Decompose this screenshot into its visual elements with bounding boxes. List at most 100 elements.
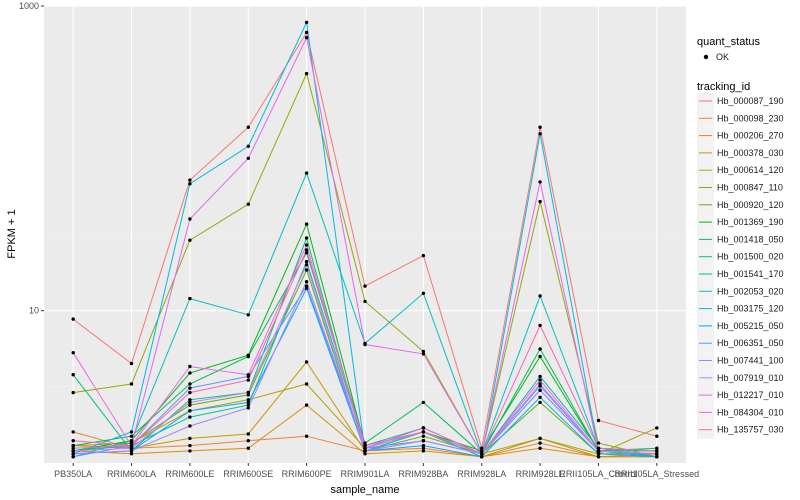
point-Hb_000614_120-RRIM600SE <box>246 398 250 402</box>
legend-label-Hb_001541_170: Hb_001541_170 <box>717 269 784 279</box>
legend-label-Hb_135757_030: Hb_135757_030 <box>717 425 784 435</box>
point-Hb_000206_270-RRIM901LA <box>363 452 367 456</box>
point-Hb_007441_100-RRIM600LA <box>129 449 134 453</box>
point-Hb_000614_120-RRIM600PE <box>304 382 309 386</box>
point-Hb_000206_270-RRIM928BA <box>421 449 426 453</box>
point-Hb_000847_110-RRIM600SE <box>246 202 250 206</box>
point-Hb_002053_020-RRIM928LE <box>538 294 542 298</box>
legend-label-Hb_006351_050: Hb_006351_050 <box>717 338 784 348</box>
point-Hb_000847_110-RRIM928LE <box>538 199 542 204</box>
x-tick-label-2: RRIM600LE <box>165 469 214 479</box>
point-Hb_005215_050-RRIM928LE <box>538 395 542 399</box>
point-Hb_007441_100-RRIM928LE <box>538 388 542 392</box>
shape-legend-title: quant_status <box>697 36 760 48</box>
point-Hb_006351_050-RRIM600PE <box>304 284 309 288</box>
point-Hb_135757_030-RRIM901LA <box>363 443 367 448</box>
point-Hb_000087_190-RRIM600SE <box>246 125 250 129</box>
point-Hb_001541_170-RRIM928LE <box>538 374 542 379</box>
point-Hb_000098_230-RRIM928BA <box>421 446 426 450</box>
point-Hb_012217_010-RRIM901LA <box>363 342 367 347</box>
point-Hb_000206_270-RRIM600PE <box>304 403 309 407</box>
point-Hb_001541_170-RRIM600LE <box>188 415 192 419</box>
legend-label-Hb_007919_010: Hb_007919_010 <box>717 373 784 383</box>
point-Hb_000206_270-RRIM600LA <box>129 452 134 456</box>
point-Hb_001418_050-RRIM600SE <box>246 354 250 359</box>
point-Hb_000920_120-RRIM928LE <box>538 400 542 405</box>
point-Hb_000098_230-RRIM600LE <box>188 443 192 448</box>
point-Hb_000847_110-PB350LA <box>71 390 75 395</box>
point-Hb_084304_010-RRIM928LE <box>538 378 542 382</box>
point-Hb_006351_050-PB350LA <box>71 455 75 459</box>
point-Hb_001418_050-RRIM928BA <box>421 400 426 405</box>
point-Hb_084304_010-RRIM600PE <box>304 243 309 247</box>
point-Hb_000847_110-RRIM600LE <box>188 238 192 242</box>
x-tick-label-4: RRIM600PE <box>282 469 332 479</box>
point-Hb_007919_010-RRIM928LE <box>538 382 542 386</box>
legend-label-Hb_000378_030: Hb_000378_030 <box>717 148 784 158</box>
legend: quant_status OK tracking_id Hb_000087_19… <box>697 36 784 439</box>
legend-label-Hb_001418_050: Hb_001418_050 <box>717 234 784 244</box>
point-Hb_001369_190-RRIM600LE <box>188 371 192 375</box>
point-Hb_007441_100-RRIM600SE <box>246 406 250 410</box>
point-Hb_135757_030-RRIM928LA <box>480 452 484 456</box>
point-Hb_005215_050-RRIM928BA <box>421 443 426 448</box>
point-Hb_000206_270-RRIM600LE <box>188 449 192 453</box>
point-Hb_084304_010-RRIM901LA <box>363 446 367 450</box>
point-Hb_000614_120-RRIM928LE <box>538 436 542 441</box>
x-tick-label-5: RRIM901LA <box>340 469 389 479</box>
point-Hb_002053_020-RRIM600LA <box>129 439 134 443</box>
point-Hb_000087_190-RRIM928BA <box>421 253 426 258</box>
legend-label-Hb_005215_050: Hb_005215_050 <box>717 321 784 331</box>
point-Hb_002053_020-RRIM600PE <box>304 171 309 175</box>
point-Hb_001418_050-RRIM600PE <box>304 251 309 255</box>
legend-label-Hb_000206_270: Hb_000206_270 <box>717 131 784 141</box>
y-axis: 10 1000 <box>19 1 44 316</box>
point-Hb_002053_020-RRIM600SE <box>246 313 250 317</box>
point-Hb_007919_010-RRIM928BA <box>421 439 426 443</box>
point-Hb_001500_020-PB350LA <box>71 373 75 377</box>
shape-legend-label-ok: OK <box>716 52 729 62</box>
point-Hb_005215_050-RRIM928LA <box>480 455 484 459</box>
point-Hb_000378_030-RRIM600LE <box>188 436 192 441</box>
x-tick-label-10: RRII105LA_Stressed <box>615 469 700 479</box>
x-tick-label-1: RRIM600LA <box>107 469 156 479</box>
point-Hb_084304_010-RRII105LA_Control <box>596 449 601 453</box>
point-Hb_000847_110-RRII105LA_Control <box>596 441 601 445</box>
point-Hb_001500_020-RRIM600LE <box>188 398 192 402</box>
point-Hb_135757_030-RRIM600PE <box>304 248 309 252</box>
legend-label-Hb_007441_100: Hb_007441_100 <box>717 356 784 366</box>
point-Hb_005215_050-RRIM600LE <box>188 409 192 413</box>
point-Hb_002053_020-RRIM928BA <box>421 291 426 295</box>
point-Hb_003175_120-RRIM600LA <box>129 430 134 434</box>
x-tick-label-8: RRIM928LE <box>516 469 565 479</box>
legend-label-Hb_002053_020: Hb_002053_020 <box>717 286 784 296</box>
point-Hb_007441_100-PB350LA <box>71 452 75 456</box>
point-Hb_003175_120-RRIM600PE <box>304 20 309 25</box>
legend-label-Hb_003175_120: Hb_003175_120 <box>717 304 784 314</box>
point-Hb_135757_030-RRII105LA_Control <box>596 446 601 450</box>
point-Hb_135757_030-RRIM928BA <box>421 430 426 434</box>
point-Hb_007919_010-RRIM600SE <box>246 390 250 395</box>
point-Hb_000206_270-RRIM928LE <box>538 446 542 450</box>
point-Hb_007441_100-RRIM600LE <box>188 424 192 428</box>
point-Hb_135757_030-PB350LA <box>71 439 75 443</box>
point-Hb_001369_190-RRIM928LE <box>538 354 542 359</box>
x-tick-label-6: RRIM928BA <box>398 469 448 479</box>
point-Hb_001418_050-RRIM928LE <box>538 347 542 351</box>
point-Hb_000920_120-RRIM600LE <box>188 403 192 407</box>
point-Hb_006351_050-RRIM600LE <box>188 386 192 390</box>
point-Hb_012217_010-RRIM600LE <box>188 217 192 221</box>
point-Hb_000087_190-RRII105LA_Control <box>596 418 601 423</box>
point-Hb_001418_050-RRII105LA_Stressed <box>655 446 659 450</box>
point-Hb_135757_030-RRIM600LA <box>129 443 134 448</box>
point-Hb_001418_050-RRIM600LA <box>129 434 134 438</box>
point-Hb_001369_190-RRIM600PE <box>304 222 309 226</box>
x-tick-label-9: RRII105LA_Control <box>559 469 637 479</box>
point-Hb_000087_190-RRIM600LE <box>188 178 192 182</box>
point-Hb_000087_190-RRIM600LA <box>129 361 134 366</box>
point-Hb_000614_120-RRII105LA_Stressed <box>655 426 659 430</box>
legend-label-Hb_000098_230: Hb_000098_230 <box>717 113 784 123</box>
point-Hb_000087_190-RRIM901LA <box>363 284 367 288</box>
point-Hb_000206_270-RRIM600SE <box>246 446 250 450</box>
